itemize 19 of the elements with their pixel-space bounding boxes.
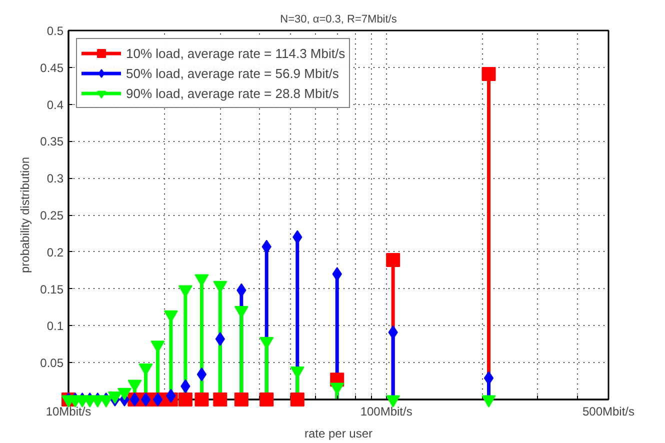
- legend-label: 90% load, average rate = 28.8 Mbit/s: [126, 86, 339, 100]
- y-axis-title: probability distribution: [18, 156, 32, 274]
- chart-title: N=30, α=0.3, R=7Mbit/s: [280, 14, 398, 26]
- y-tick-label: 0.05: [40, 356, 64, 370]
- legend-label: 10% load, average rate = 114.3 Mbit/s: [126, 46, 346, 60]
- y-tick-label: 0.35: [40, 134, 64, 149]
- x-tick-label: 100Mbit/s: [360, 404, 412, 418]
- y-tick-label: 0.5: [46, 24, 64, 38]
- y-tick-label: 0.45: [40, 60, 64, 75]
- y-tick-label: 0.1: [46, 319, 64, 334]
- x-axis-title: rate per user: [304, 426, 373, 440]
- y-tick-label: 0.4: [46, 98, 64, 112]
- y-tick-label: 0.25: [40, 208, 64, 222]
- y-tick-label: 0.2: [46, 245, 64, 260]
- legend-label: 50% load, average rate = 56.9 Mbit/s: [126, 66, 339, 80]
- x-tick-label: 500Mbit/s: [582, 404, 635, 418]
- y-tick-label: 0.3: [46, 172, 64, 186]
- x-tick-label: 10Mbit/s: [46, 404, 92, 418]
- y-tick-label: 0.15: [40, 282, 64, 296]
